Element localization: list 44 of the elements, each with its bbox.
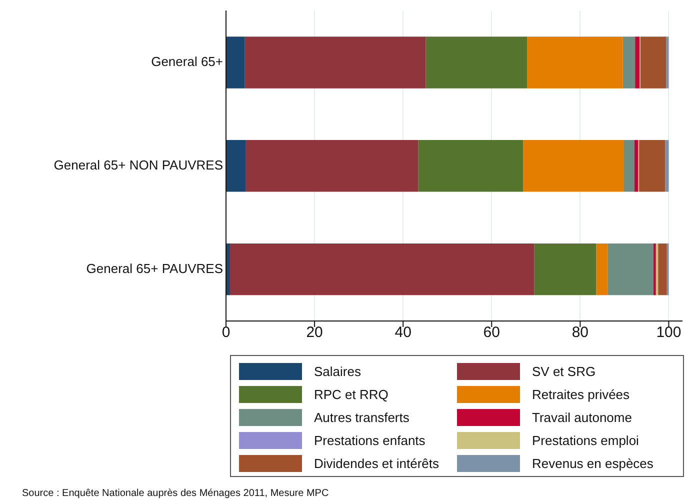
bar (622, 36, 636, 88)
bar (226, 36, 245, 88)
bar (639, 140, 666, 192)
x-tick-label: 80 (572, 324, 589, 342)
bar (426, 36, 528, 88)
legend-label: Travail autonome (532, 410, 632, 425)
bar (596, 243, 608, 296)
legend-label: Salaires (314, 364, 361, 379)
bar (653, 243, 656, 296)
source-note: Source : Enquête Nationale auprès des Ménages 2011, Mesure MPC (22, 488, 329, 499)
legend-label: Prestations enfants (314, 433, 426, 448)
legend-label: Autres transferts (314, 410, 410, 425)
bar (226, 140, 246, 192)
y-tick-label: General 65+ PAUVRES (86, 260, 224, 276)
bar (244, 36, 426, 88)
bar (635, 36, 640, 88)
x-tick-label: 0 (222, 324, 230, 342)
legend-label: Prestations emploi (532, 433, 639, 448)
x-tick-label: 100 (656, 324, 682, 342)
legend-label: SV et SRG (532, 364, 596, 379)
legend-label: Revenus en espèces (532, 456, 654, 471)
bar (656, 243, 658, 296)
bar (523, 140, 624, 192)
x-tick-label: 40 (394, 324, 412, 342)
bar (666, 36, 669, 88)
x-tick-label: 20 (306, 324, 323, 342)
y-tick-label: General 65+ NON PAUVRES (54, 157, 224, 172)
legend-label: RPC et RRQ (314, 387, 388, 402)
bar (665, 140, 669, 192)
bar (527, 36, 623, 88)
bar (608, 243, 654, 296)
x-tick-label: 60 (483, 324, 500, 342)
legend-label: Dividendes et intérêts (314, 456, 440, 471)
bar (230, 243, 534, 296)
legend-label: Retraites privées (532, 387, 630, 402)
bar (658, 243, 667, 296)
bar (418, 140, 524, 192)
y-tick-label: General 65+ (151, 54, 223, 70)
bar (634, 140, 638, 192)
bar (226, 243, 230, 296)
bar (534, 243, 596, 296)
bar (246, 140, 418, 192)
bar (640, 36, 666, 88)
bar (624, 140, 634, 192)
